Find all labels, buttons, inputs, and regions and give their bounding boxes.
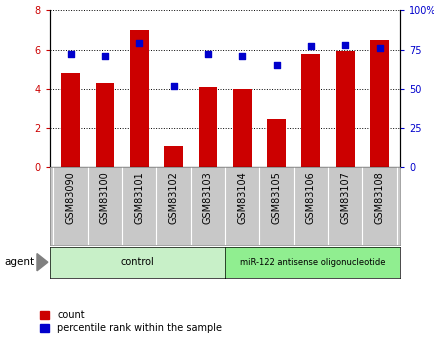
- Point: [341, 42, 348, 48]
- Bar: [95, 83, 114, 167]
- Text: agent: agent: [4, 257, 34, 267]
- Text: GSM83106: GSM83106: [305, 171, 315, 224]
- Legend: count, percentile rank within the sample: count, percentile rank within the sample: [39, 310, 222, 333]
- Bar: [369, 40, 388, 167]
- Point: [238, 53, 245, 59]
- Text: miR-122 antisense oligonucleotide: miR-122 antisense oligonucleotide: [240, 258, 385, 267]
- Bar: [335, 51, 354, 167]
- Bar: [164, 146, 183, 167]
- Point: [204, 51, 211, 57]
- Text: GSM83104: GSM83104: [237, 171, 247, 224]
- Bar: [129, 30, 148, 167]
- Point: [273, 62, 279, 68]
- Text: GSM83100: GSM83100: [100, 171, 110, 224]
- Text: GSM83107: GSM83107: [339, 171, 349, 224]
- Text: GSM83105: GSM83105: [271, 171, 281, 224]
- Point: [101, 53, 108, 59]
- Bar: [198, 87, 217, 167]
- Point: [170, 83, 177, 88]
- Text: GSM83101: GSM83101: [134, 171, 144, 224]
- Bar: [61, 73, 80, 167]
- Bar: [232, 89, 251, 167]
- Text: GSM83102: GSM83102: [168, 171, 178, 224]
- Point: [375, 45, 382, 51]
- Bar: [301, 55, 320, 167]
- Text: GSM83090: GSM83090: [66, 171, 76, 224]
- Point: [135, 41, 142, 46]
- Bar: [266, 119, 286, 167]
- Point: [307, 44, 314, 49]
- Text: control: control: [120, 257, 154, 267]
- Point: [67, 51, 74, 57]
- Text: GSM83108: GSM83108: [374, 171, 384, 224]
- Text: GSM83103: GSM83103: [203, 171, 213, 224]
